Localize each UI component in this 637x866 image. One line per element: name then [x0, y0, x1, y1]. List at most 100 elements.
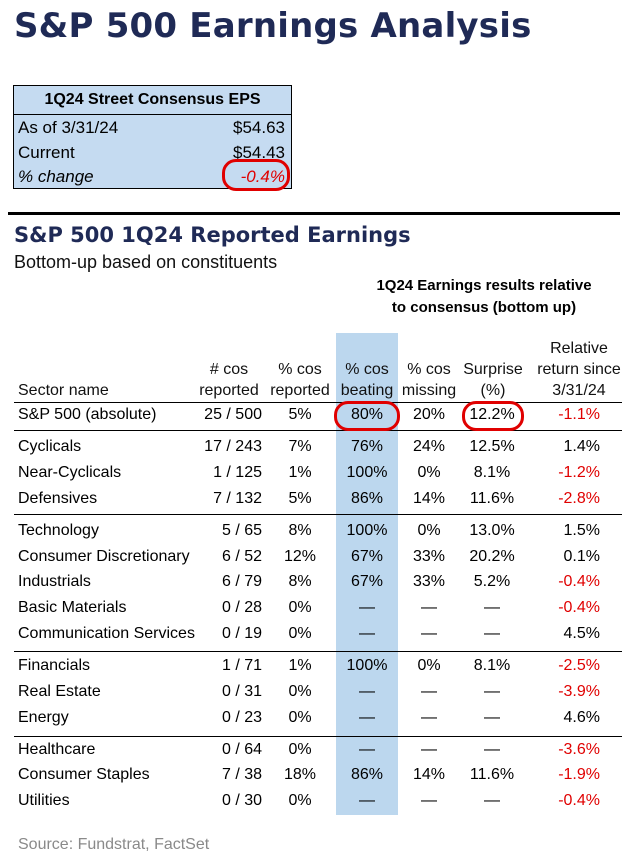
surprise-pct-cell: 11.6%	[469, 766, 515, 783]
pct-reported-cell: 0%	[288, 741, 312, 758]
relative-return-cell: -1.2%	[558, 464, 600, 481]
companies-reported-cell: 0 / 31	[221, 683, 262, 700]
sector-name-cell: Consumer Discretionary	[18, 548, 190, 565]
consensus-label: As of 3/31/24	[18, 118, 119, 137]
surprise-pct-cell: 8.1%	[473, 464, 511, 481]
pct-beating-cell: —	[359, 599, 375, 616]
group-divider	[14, 430, 622, 431]
header-text: % cos	[345, 361, 389, 378]
companies-reported-cell: 25 / 500	[204, 406, 262, 423]
sector-name-cell: Near-Cyclicals	[18, 464, 122, 481]
header-pct-beating: % cos beating	[336, 359, 398, 401]
pct-beating-cell: —	[359, 709, 375, 726]
sector-name-cell: Healthcare	[18, 741, 96, 758]
pct-reported-cell: 0%	[288, 599, 312, 616]
relative-return-cell: -0.4%	[558, 573, 600, 590]
companies-reported-cell: 0 / 23	[221, 709, 262, 726]
pct-missing-cell: —	[421, 625, 437, 642]
group-divider	[14, 736, 622, 737]
consensus-row: As of 3/31/24 $54.63	[18, 115, 285, 140]
companies-reported-cell: 17 / 243	[204, 438, 262, 455]
header-text: # cos	[209, 361, 249, 378]
pct-missing-cell: 24%	[412, 438, 446, 455]
relative-return-cell: -1.1%	[558, 406, 600, 423]
sector-name-cell: S&P 500 (absolute)	[18, 406, 157, 423]
pct-missing-cell: 33%	[412, 573, 446, 590]
pct-beating-cell: —	[359, 625, 375, 642]
consensus-label: Current	[18, 143, 75, 162]
surprise-pct-cell: —	[484, 625, 500, 642]
pct-missing-cell: 0%	[417, 522, 441, 539]
pct-missing-cell: 0%	[417, 657, 441, 674]
pct-reported-cell: 1%	[288, 657, 312, 674]
companies-reported-cell: 0 / 30	[221, 792, 262, 809]
pct-beating-cell: 100%	[346, 464, 388, 481]
consensus-value: $54.43	[233, 143, 285, 162]
header-text: reported	[270, 382, 330, 399]
header-surprise: Surprise (%)	[460, 359, 526, 401]
relative-return-cell: 1.4%	[563, 438, 600, 455]
sector-name-cell: Financials	[18, 657, 91, 674]
header-text: % cos	[278, 361, 322, 378]
surprise-pct-cell: 11.6%	[469, 490, 515, 507]
companies-reported-cell: 0 / 64	[221, 741, 262, 758]
sector-name-cell: Cyclicals	[18, 438, 82, 455]
consensus-row: Current $54.43	[18, 140, 285, 165]
pct-beating-cell: —	[359, 741, 375, 758]
relative-return-cell: 1.5%	[563, 522, 600, 539]
relative-return-cell: -0.4%	[558, 599, 600, 616]
header-reported: # cos reported	[196, 359, 262, 401]
pct-missing-cell: 14%	[412, 766, 446, 783]
sector-name-cell: Real Estate	[18, 683, 101, 700]
sector-name-cell: Basic Materials	[18, 599, 127, 616]
surprise-pct-cell: 13.0%	[469, 522, 515, 539]
pct-reported-cell: 5%	[288, 406, 312, 423]
section-subtitle: Bottom-up based on constituents	[14, 252, 278, 272]
pct-beating-cell: 86%	[350, 766, 384, 783]
header-text: missing	[401, 382, 457, 399]
pct-reported-cell: 8%	[288, 522, 312, 539]
pct-reported-cell: 7%	[288, 438, 312, 455]
pct-reported-cell: 0%	[288, 792, 312, 809]
group-title-line: 1Q24 Earnings results relative	[376, 277, 592, 294]
group-title: 1Q24 Earnings results relative to consen…	[338, 275, 630, 319]
header-text: return since	[537, 361, 621, 378]
pct-reported-cell: 0%	[288, 625, 312, 642]
pct-missing-cell: 33%	[412, 548, 446, 565]
header-relative-return: Relative return since 3/31/24	[530, 338, 628, 401]
companies-reported-cell: 0 / 19	[221, 625, 262, 642]
relative-return-cell: -2.5%	[558, 657, 600, 674]
sector-name-cell: Communication Services	[18, 625, 195, 642]
pct-missing-cell: 14%	[412, 490, 446, 507]
surprise-pct-cell: 8.1%	[473, 657, 511, 674]
pct-missing-cell: —	[421, 599, 437, 616]
sector-name-cell: Utilities	[18, 792, 70, 809]
source-note: Source: Fundstrat, FactSet	[18, 836, 210, 853]
group-divider	[14, 514, 622, 515]
sector-name-cell: Industrials	[18, 573, 91, 590]
relative-return-cell: 4.5%	[563, 625, 600, 642]
pct-reported-cell: 18%	[283, 766, 317, 783]
surprise-pct-cell: —	[484, 741, 500, 758]
companies-reported-cell: 1 / 125	[213, 464, 262, 481]
consensus-eps-header: 1Q24 Street Consensus EPS	[14, 86, 291, 115]
companies-reported-cell: 0 / 28	[221, 599, 262, 616]
header-text: 3/31/24	[552, 382, 606, 399]
companies-reported-cell: 1 / 71	[221, 657, 262, 674]
surprise-pct-cell: —	[484, 792, 500, 809]
consensus-eps-box: 1Q24 Street Consensus EPS As of 3/31/24 …	[13, 85, 292, 189]
pct-beating-cell: 67%	[350, 548, 384, 565]
header-text: (%)	[480, 382, 506, 399]
pct-reported-cell: 0%	[288, 709, 312, 726]
consensus-label: % change	[18, 167, 94, 186]
companies-reported-cell: 6 / 79	[221, 573, 262, 590]
group-title-line: to consensus (bottom up)	[391, 299, 577, 316]
pct-reported-cell: 8%	[288, 573, 312, 590]
header-pct-missing: % cos missing	[400, 359, 458, 401]
sector-name-cell: Technology	[18, 522, 99, 539]
consensus-value: $54.63	[233, 118, 285, 137]
group-divider	[14, 651, 622, 652]
header-text: % cos	[407, 361, 451, 378]
header-text: Surprise	[463, 361, 523, 378]
consensus-change-value: -0.4%	[240, 167, 285, 186]
